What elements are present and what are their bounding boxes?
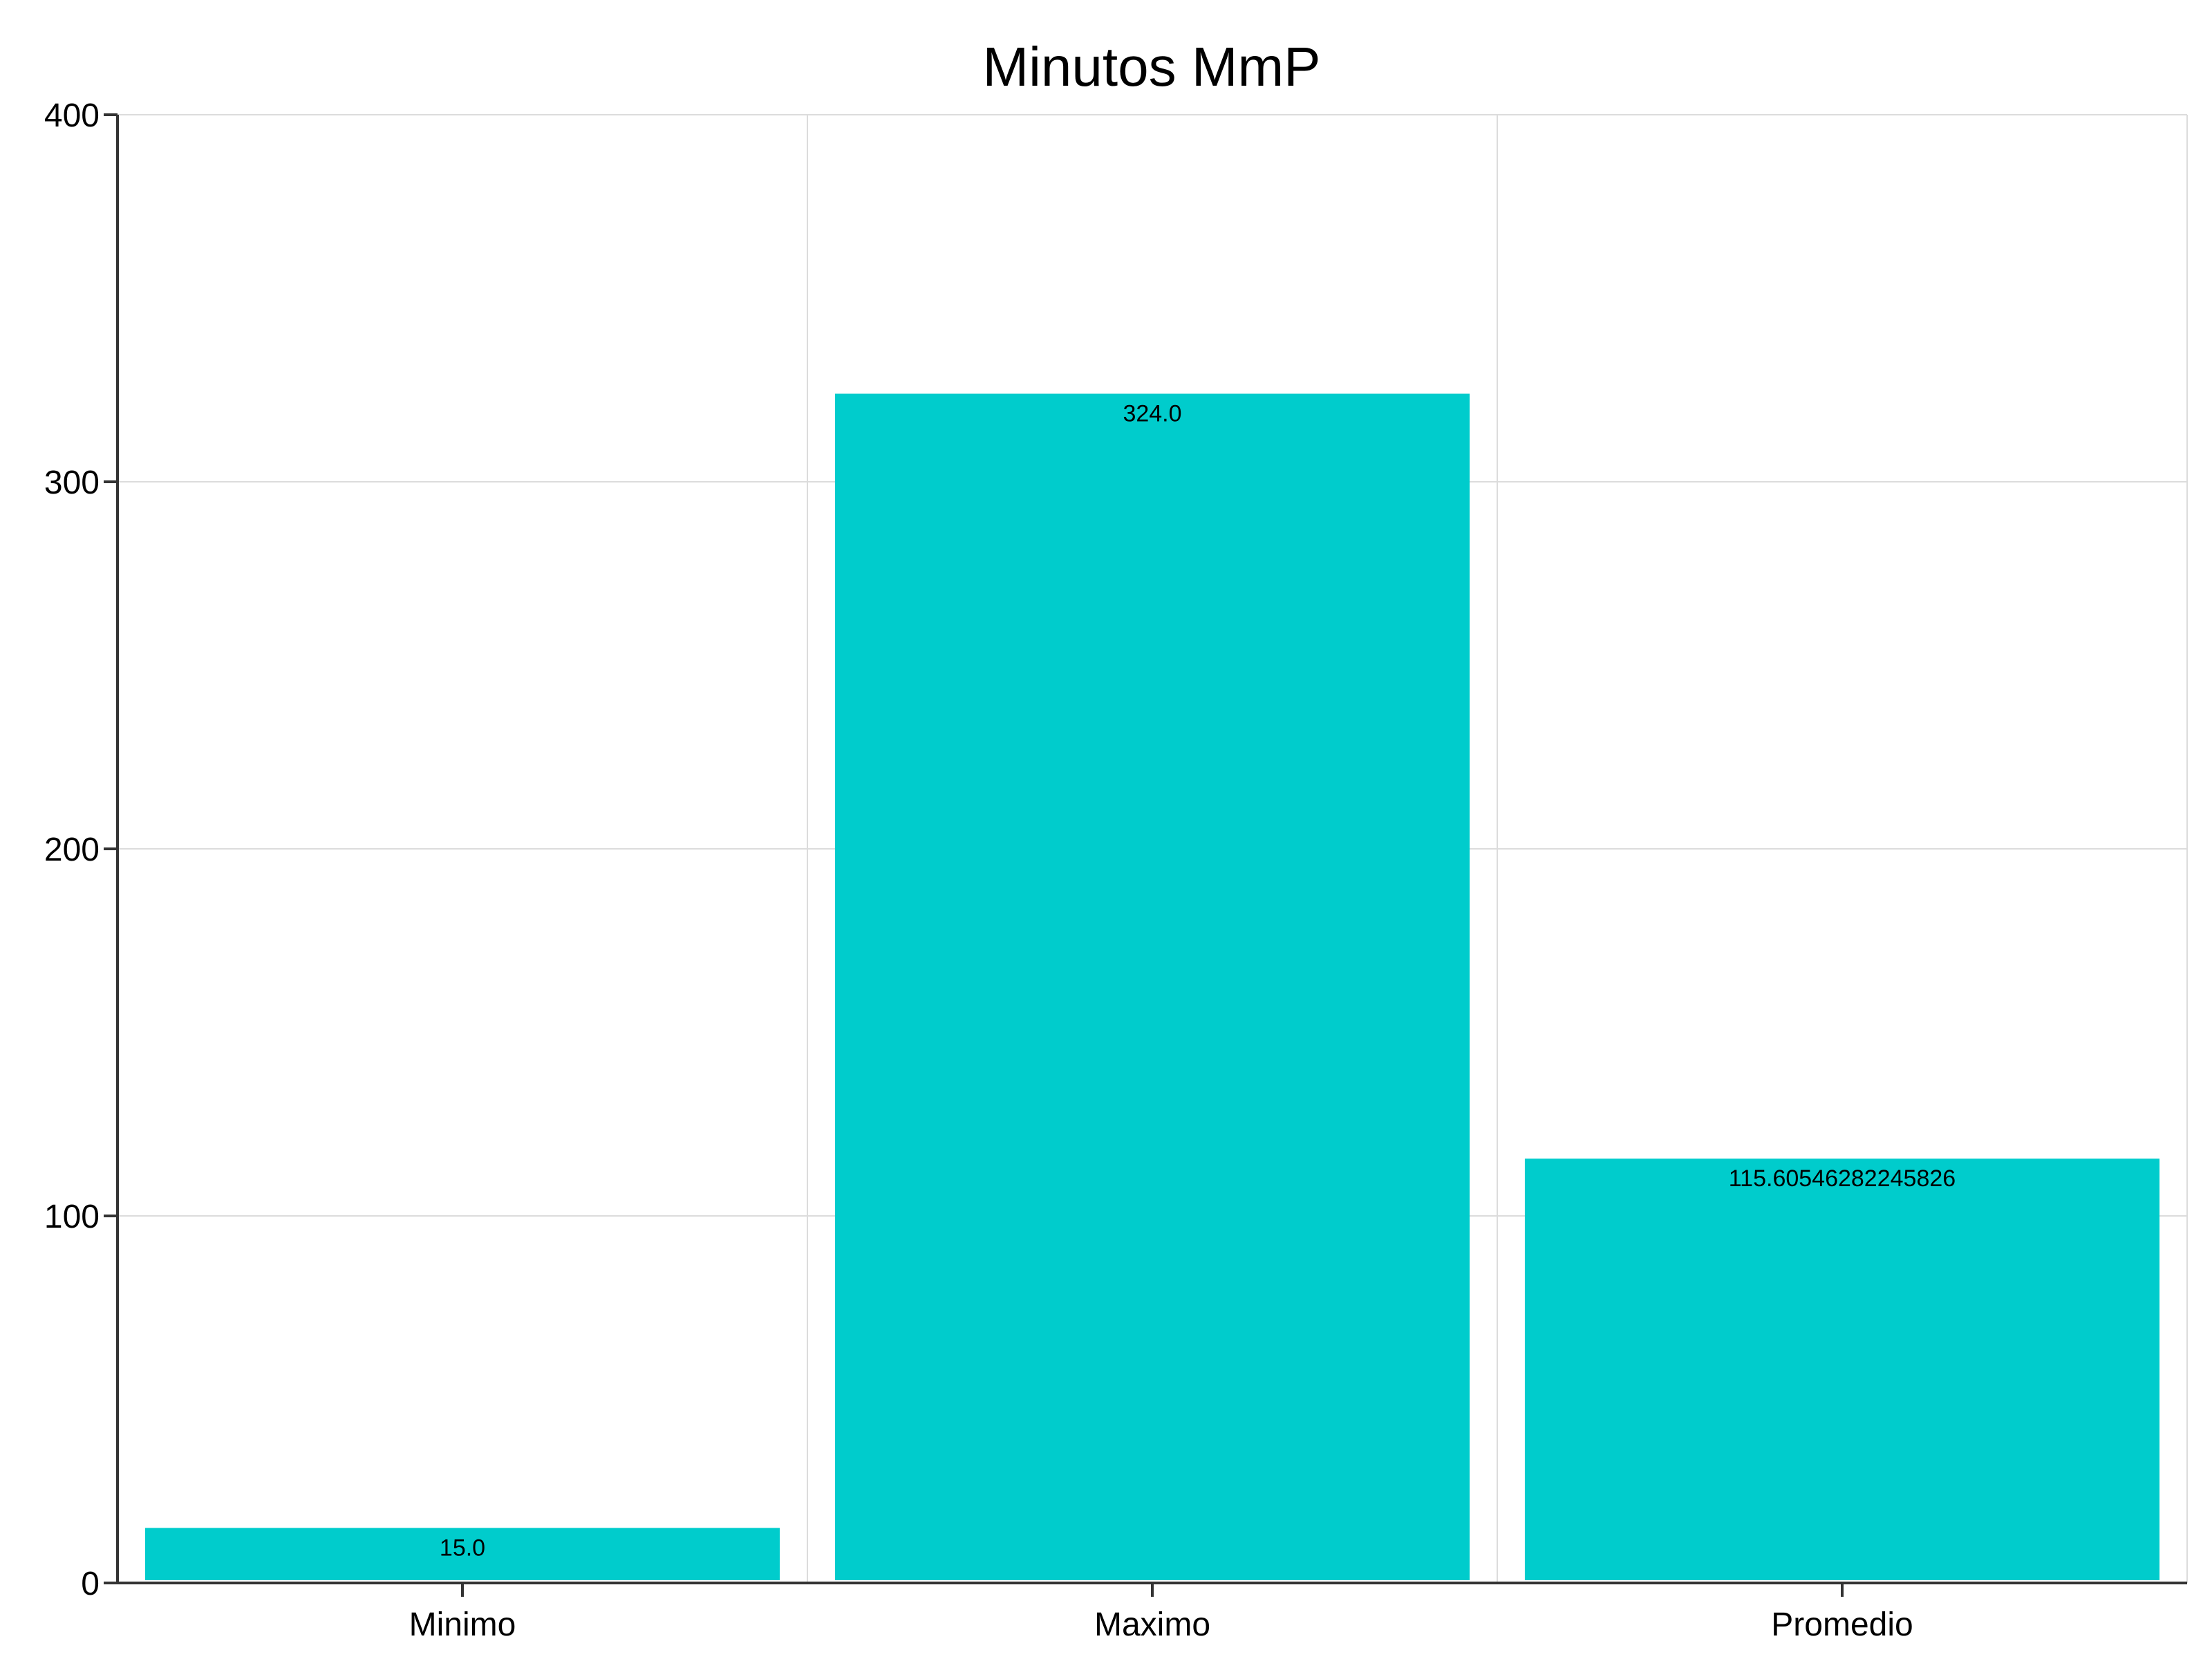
y-tick-label: 0 xyxy=(81,1566,100,1602)
axes xyxy=(104,113,2187,1597)
bar-minimo xyxy=(144,1528,780,1580)
y-tick-label: 200 xyxy=(44,832,100,868)
bar-value-label: 15.0 xyxy=(440,1535,485,1561)
bar-promedio xyxy=(1524,1159,2160,1580)
y-tick-label: 100 xyxy=(44,1199,100,1235)
x-tick-label: Minimo xyxy=(409,1606,516,1643)
x-tick-label: Promedio xyxy=(1771,1606,1913,1643)
labels: 15.0 324.0 115.60546282245826 0 100 200 300 400… xyxy=(44,97,1956,1643)
y-tick-label: 400 xyxy=(44,97,100,134)
x-tick-label: Maximo xyxy=(1094,1606,1210,1643)
y-tick-label: 300 xyxy=(44,465,100,501)
bar-value-label: 115.60546282245826 xyxy=(1729,1165,1956,1192)
chart-title: Minutos MmP xyxy=(983,36,1321,97)
bar-value-label: 324.0 xyxy=(1123,401,1181,427)
bars xyxy=(144,393,2160,1580)
bar-maximo xyxy=(834,393,1470,1580)
